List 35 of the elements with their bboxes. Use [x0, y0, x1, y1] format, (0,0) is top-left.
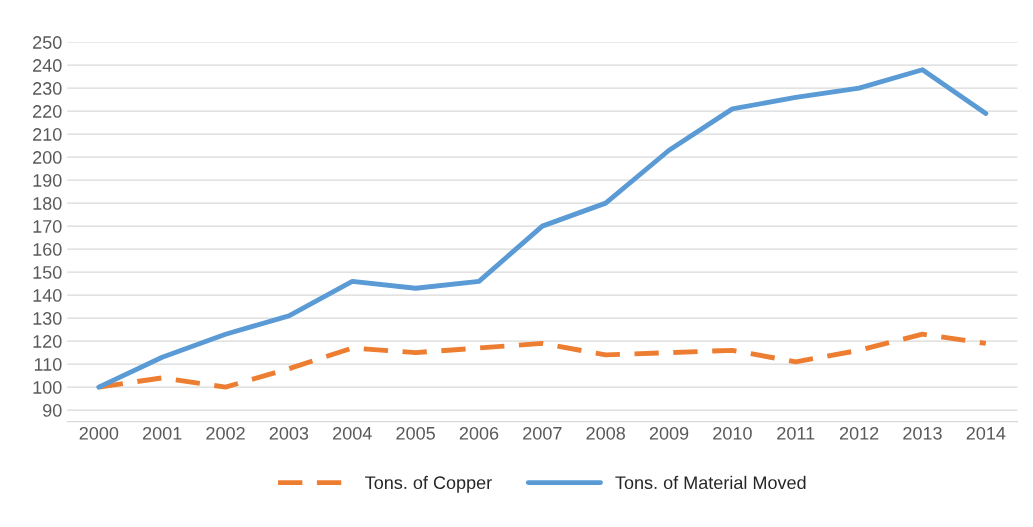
- x-tick-label: 2009: [649, 426, 689, 440]
- y-tick-label: 150: [33, 266, 62, 279]
- y-tick-label: 180: [33, 197, 62, 210]
- x-tick-label: 2013: [903, 426, 942, 440]
- y-tick-label: 200: [33, 151, 62, 164]
- x-tick-label: 2000: [79, 426, 119, 440]
- x-tick-label: 2008: [586, 426, 625, 440]
- legend-label: Tons. of Material Moved: [615, 475, 806, 490]
- x-tick-label: 2010: [713, 426, 752, 440]
- x-tick-label: 2014: [966, 426, 1006, 440]
- y-tick-label: 220: [33, 105, 62, 118]
- x-tick-label: 2006: [459, 426, 499, 440]
- y-tick-label: 190: [33, 174, 62, 187]
- legend-label: Tons. of Copper: [365, 475, 492, 493]
- y-tick-label: 230: [33, 82, 62, 95]
- x-tick-label: 2001: [143, 426, 182, 440]
- y-tick-label: 140: [33, 289, 62, 302]
- y-tick-label: 250: [33, 36, 62, 49]
- y-tick-label: 160: [33, 243, 62, 256]
- y-tick-label: 120: [33, 335, 62, 348]
- x-tick-label: 2007: [523, 426, 562, 440]
- y-tick-label: 110: [34, 358, 62, 371]
- line-series: [96, 67, 989, 390]
- x-tick-label: 2012: [839, 426, 879, 440]
- x-tick-label: 2011: [777, 426, 815, 440]
- y-tick-label: 170: [33, 220, 62, 233]
- x-tick-label: 2003: [269, 426, 309, 440]
- y-tick-label: 130: [33, 312, 62, 325]
- y-tick-label: 100: [33, 381, 62, 394]
- x-tick-label: 2005: [396, 426, 435, 440]
- y-tick-label: 90: [43, 404, 62, 417]
- x-tick-label: 2004: [333, 426, 372, 440]
- x-tick-label: 2002: [206, 426, 245, 440]
- y-tick-label: 210: [33, 128, 62, 141]
- y-tick-label: 240: [33, 59, 62, 72]
